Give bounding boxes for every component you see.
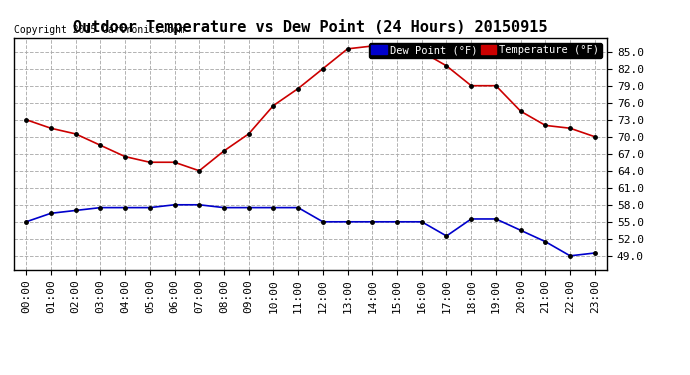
Text: Copyright 2015 Cartronics.com: Copyright 2015 Cartronics.com — [14, 25, 184, 35]
Title: Outdoor Temperature vs Dew Point (24 Hours) 20150915: Outdoor Temperature vs Dew Point (24 Hou… — [73, 19, 548, 35]
Legend: Dew Point (°F), Temperature (°F): Dew Point (°F), Temperature (°F) — [368, 43, 602, 58]
